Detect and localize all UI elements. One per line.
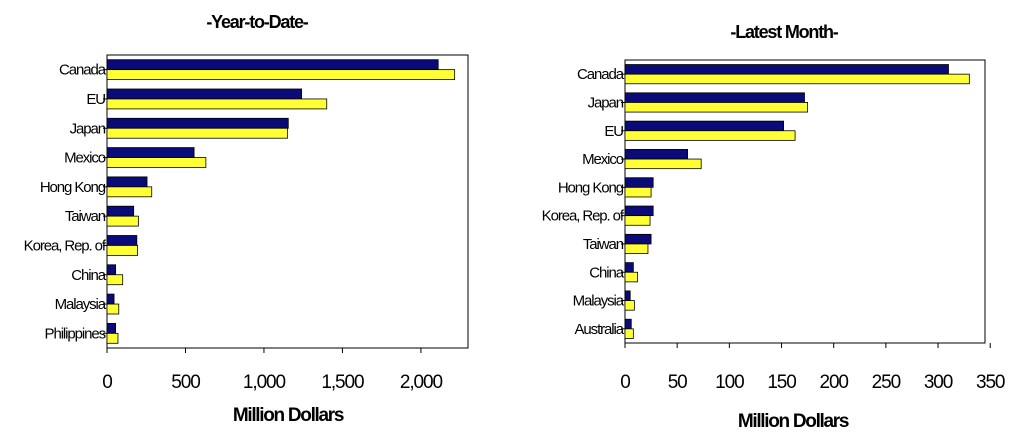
bar: [624, 290, 631, 301]
bar: [106, 157, 207, 168]
bar: [106, 274, 124, 286]
bar: [106, 322, 117, 334]
bar: [106, 332, 119, 344]
bar: [106, 147, 195, 158]
bar: [106, 245, 139, 256]
category-label: Canada: [59, 62, 107, 79]
x-tick-label: 0: [102, 372, 112, 393]
category-label: Japan: [70, 120, 106, 137]
bar: [624, 233, 652, 245]
chart-year-to-date: -Year-to-Date- Million Dollars Canada EU J…: [24, 12, 469, 426]
chart-latest-month: -Latest Month- Million Dollars Canada Jap…: [542, 22, 1006, 432]
category-label: Hong Kong: [40, 179, 106, 196]
category-label: Canada: [577, 66, 625, 83]
category-label: EU: [604, 123, 623, 140]
bar: [624, 149, 689, 160]
x-tick-label: 350: [976, 372, 1005, 393]
bar: [106, 293, 115, 305]
category-label: Taiwan: [583, 236, 624, 253]
bar: [624, 73, 970, 85]
bar: [624, 120, 785, 132]
plot-frame: [106, 54, 469, 349]
bar: [624, 158, 702, 170]
bar: [624, 177, 654, 188]
category-label: EU: [86, 91, 105, 108]
x-tick-label: 200: [819, 372, 848, 393]
chart-title: -Year-to-Date-: [206, 12, 308, 32]
x-tick-label: 300: [924, 372, 953, 393]
x-tick-label: 0: [620, 372, 630, 393]
bar: [624, 243, 649, 254]
category-label: China: [71, 267, 106, 284]
category-label: Hong Kong: [558, 179, 624, 196]
chart-title: -Latest Month-: [730, 22, 838, 42]
x-tick-label: 2,000: [400, 372, 443, 393]
category-label: Japan: [588, 94, 624, 111]
bar: [624, 205, 654, 217]
category-label: Malaysia: [55, 296, 107, 313]
bar: [624, 328, 634, 339]
category-label: Philippines: [45, 325, 106, 342]
category-label: Mexico: [64, 150, 106, 167]
category-label: Mexico: [582, 151, 624, 168]
x-tick-label: 250: [872, 372, 901, 393]
x-tick-label: 500: [171, 372, 200, 393]
category-label: Australia: [575, 321, 625, 338]
bar: [106, 303, 120, 315]
category-label: China: [589, 264, 624, 281]
plot-frame: [624, 59, 986, 344]
bar: [624, 92, 805, 103]
x-axis-label: Million Dollars: [233, 405, 344, 426]
bar: [106, 205, 135, 217]
category-label: Korea, Rep. of: [542, 208, 625, 225]
bar: [106, 186, 153, 198]
bar: [624, 186, 652, 198]
bar: [624, 300, 635, 311]
x-tick-label: 1,500: [321, 372, 364, 393]
bar: [106, 69, 456, 81]
bar: [624, 262, 634, 273]
bar: [106, 88, 303, 100]
category-label: Taiwan: [65, 208, 106, 225]
bar: [106, 235, 138, 246]
x-tick-label: 150: [767, 372, 796, 393]
bar: [106, 215, 139, 227]
bar: [624, 318, 632, 330]
bar: [106, 98, 328, 110]
x-axis-label: Million Dollars: [738, 411, 849, 432]
category-label: Korea, Rep. of: [24, 237, 107, 254]
x-tick-label: 50: [668, 372, 687, 393]
bar: [624, 271, 638, 283]
bar: [624, 130, 796, 141]
bar: [106, 117, 289, 129]
x-tick-label: 1,000: [243, 372, 286, 393]
bar: [106, 176, 148, 188]
bar: [106, 127, 288, 139]
x-tick-label: 100: [715, 372, 744, 393]
bar: [624, 215, 651, 226]
bar: [106, 59, 439, 71]
bar: [106, 264, 117, 276]
bar: [624, 102, 809, 113]
category-label: Malaysia: [573, 293, 625, 310]
bar: [624, 64, 949, 75]
